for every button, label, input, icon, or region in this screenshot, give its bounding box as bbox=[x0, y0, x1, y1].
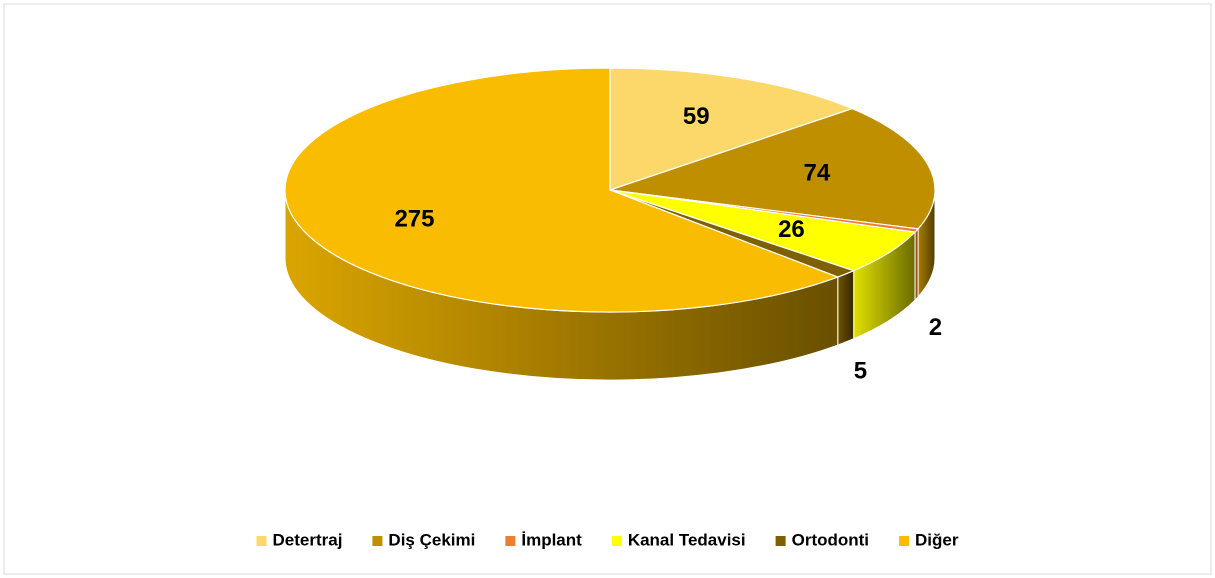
legend-label: Ortodonti bbox=[792, 530, 869, 549]
data-label: 26 bbox=[778, 216, 805, 243]
legend-swatch bbox=[505, 536, 516, 546]
slice bbox=[609, 67, 854, 191]
data-label: 74 bbox=[804, 159, 831, 186]
slice bbox=[609, 189, 917, 272]
data-label: 59 bbox=[683, 103, 710, 130]
legend-swatch bbox=[899, 536, 910, 546]
slice-side bbox=[837, 269, 855, 346]
legend-swatch bbox=[611, 536, 622, 546]
legend-label: Diş Çekimi bbox=[388, 530, 475, 549]
legend-swatch bbox=[372, 536, 383, 546]
slice bbox=[609, 107, 936, 230]
data-label: 275 bbox=[394, 205, 434, 232]
data-label: 2 bbox=[929, 314, 942, 341]
legend-swatch bbox=[775, 536, 786, 546]
legend-label: Diğer bbox=[915, 530, 959, 549]
slice bbox=[284, 67, 840, 313]
data-label: 5 bbox=[854, 357, 867, 384]
legend-swatch bbox=[256, 536, 267, 546]
legend-label: Detertraj bbox=[273, 530, 343, 549]
legend-label: İmplant bbox=[521, 530, 582, 549]
legend-label: Kanal Tedavisi bbox=[628, 530, 746, 549]
